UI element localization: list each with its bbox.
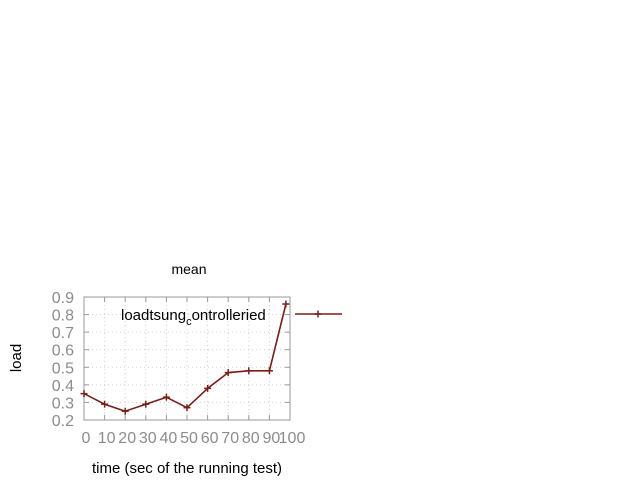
data-point (204, 384, 212, 392)
y-tick-label: 0.4 (52, 378, 74, 395)
y-axis-label: load (8, 344, 25, 372)
data-point (101, 400, 109, 408)
y-tick-label: 0.2 (52, 413, 74, 430)
y-tick-label: 0.3 (52, 395, 74, 412)
chart-title: mean (171, 261, 206, 277)
x-tick-label: 30 (139, 430, 157, 447)
svg-text:loadtsungcontrolleried: loadtsungcontrolleried (121, 307, 266, 328)
legend-marker (314, 310, 322, 318)
plot-border (83, 296, 291, 421)
x-tick-label: 0 (82, 430, 91, 447)
x-tick-label: 40 (160, 430, 178, 447)
legend: loadtsungcontrolleried (121, 307, 342, 328)
x-tick-label: 60 (201, 430, 219, 447)
x-tick-label: 50 (180, 430, 198, 447)
data-point (121, 407, 129, 415)
data-point (265, 367, 273, 375)
x-tick-label: 100 (279, 430, 306, 447)
plot-frame (83, 296, 291, 421)
y-tick-label: 0.8 (52, 308, 74, 325)
series-markers (80, 300, 290, 415)
x-tick-label: 90 (263, 430, 281, 447)
legend-point (314, 310, 322, 318)
y-tick-label: 0.6 (52, 343, 74, 360)
x-tick-label: 70 (221, 430, 239, 447)
grid-lines (84, 297, 290, 420)
legend-label-tail: ontrolleried (192, 307, 266, 324)
x-tick-label: 80 (242, 430, 260, 447)
data-point (183, 404, 191, 412)
y-tick-label: 0.9 (52, 290, 74, 307)
data-point (142, 400, 150, 408)
data-point (224, 369, 232, 377)
y-tick-labels: 0.20.30.40.50.60.70.80.9 (52, 290, 74, 430)
data-point (162, 393, 170, 401)
data-point (282, 300, 290, 308)
x-tick-label: 20 (118, 430, 136, 447)
legend-label-main: loadtsung (121, 307, 186, 324)
data-point (245, 367, 253, 375)
x-tick-label: 10 (98, 430, 116, 447)
y-tick-label: 0.7 (52, 325, 74, 342)
legend-label-sub: c (186, 316, 192, 328)
y-tick-label: 0.5 (52, 360, 74, 377)
x-axis-label: time (sec of the running test) (92, 460, 282, 477)
data-point (80, 390, 88, 398)
